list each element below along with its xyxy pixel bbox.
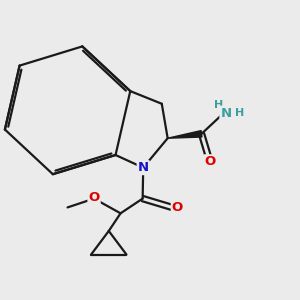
Text: O: O: [172, 201, 183, 214]
Text: O: O: [205, 155, 216, 168]
Polygon shape: [168, 130, 202, 138]
Text: O: O: [88, 190, 100, 204]
Text: N: N: [220, 107, 232, 120]
Text: H: H: [235, 108, 244, 118]
Text: H: H: [214, 100, 223, 110]
Text: N: N: [138, 161, 149, 174]
